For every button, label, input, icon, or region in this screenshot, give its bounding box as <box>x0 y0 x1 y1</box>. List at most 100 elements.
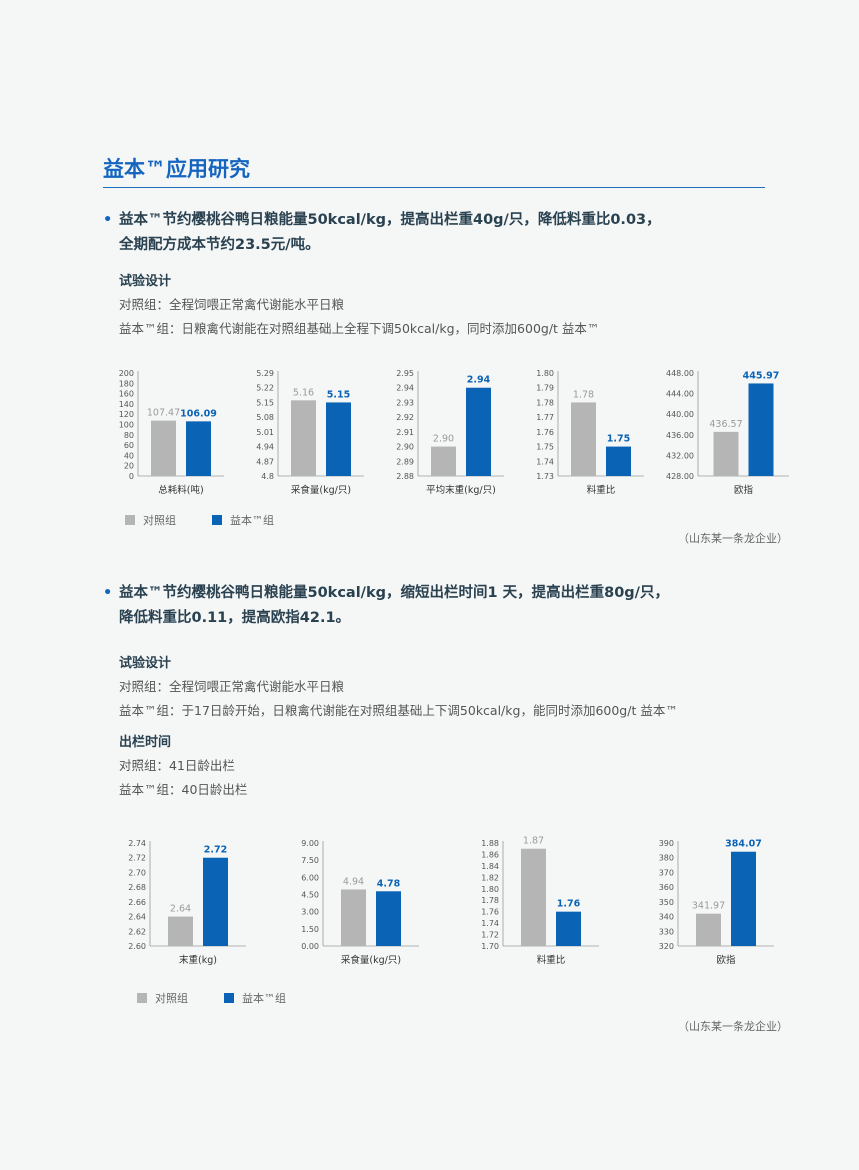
y-tick-label: 448.00 <box>666 369 694 378</box>
y-tick-label: 1.76 <box>481 908 499 917</box>
chart-epef-1: 448.00 444.00 440.00 436.00 432.00 428.00 436.… <box>666 369 789 496</box>
x-axis-label: 欧指 <box>716 954 736 966</box>
bar-control <box>291 400 316 476</box>
bar-treatment-label: 384.07 <box>725 839 762 850</box>
bar-treatment <box>203 857 228 946</box>
bullet-dot-icon: • <box>103 212 113 228</box>
bar-control-label: 2.90 <box>433 434 454 445</box>
y-tick-label: 1.84 <box>481 862 499 871</box>
y-tick-label: 20 <box>124 462 134 471</box>
y-tick-label: 380 <box>659 854 674 863</box>
y-tick-label: 80 <box>124 431 134 440</box>
y-tick-label: 1.79 <box>536 384 554 393</box>
page-title: 益本™应用研究 <box>103 157 250 181</box>
legend-control-swatch <box>125 515 135 525</box>
y-tick-label: 0 <box>129 472 134 481</box>
y-tick-label: 120 <box>119 410 134 419</box>
y-tick-label: 4.8 <box>261 472 274 481</box>
bar-treatment <box>556 911 581 946</box>
y-tick-label: 1.74 <box>536 457 554 466</box>
chart-epef-2: 390 380 370 360 350 340 330 320 341.97 384.07 欧指 <box>659 839 774 966</box>
y-tick-label: 1.50 <box>301 925 319 934</box>
bar-treatment-label: 2.94 <box>467 375 491 386</box>
y-tick-label: 330 <box>659 927 674 936</box>
section1-design-title: 试验设计 <box>119 274 172 289</box>
y-tick-label: 2.70 <box>128 868 146 877</box>
y-tick-label: 2.95 <box>396 369 414 378</box>
bar-treatment-label: 4.78 <box>377 878 401 889</box>
x-axis-label: 欧指 <box>734 484 754 496</box>
chart-fcr-1: 1.80 1.79 1.78 1.77 1.76 1.75 1.74 1.73 1.78 1.75… <box>536 369 644 496</box>
y-tick-label: 140 <box>119 400 134 409</box>
bar-treatment <box>731 851 756 946</box>
legend-treatment-swatch <box>224 993 234 1003</box>
section1-bullet-line2: 全期配方成本节约23.5元/吨。 <box>119 237 320 253</box>
legend-treatment-label: 益本™组 <box>230 514 274 527</box>
bar-treatment <box>606 446 631 476</box>
bar-treatment-label: 2.72 <box>204 845 227 856</box>
y-tick-label: 1.72 <box>481 931 499 940</box>
chart-final-weight-2: 2.74 2.72 2.70 2.68 2.66 2.64 2.62 2.60 2.64 2.72… <box>128 839 246 966</box>
section2-bullet-line1: 益本™节约樱桃谷鸭日粮能量50kcal/kg，缩短出栏时间1 天，提高出栏重80… <box>119 585 669 601</box>
y-tick-label: 390 <box>659 839 674 848</box>
y-tick-label: 2.64 <box>128 913 146 922</box>
y-tick-label: 1.76 <box>536 428 554 437</box>
chart-feed-intake-2: 9.00 7.50 6.00 4.50 3.00 1.50 0.00 4.94 4.78 采食量(… <box>301 839 419 966</box>
y-tick-label: 1.78 <box>481 896 499 905</box>
bar-control-label: 107.47 <box>147 408 180 419</box>
y-tick-label: 5.08 <box>256 413 274 422</box>
y-tick-label: 1.80 <box>481 885 499 894</box>
y-tick-label: 1.78 <box>536 398 554 407</box>
bar-treatment <box>326 402 351 476</box>
y-tick-label: 2.74 <box>128 839 146 848</box>
section1-bullet-line1: 益本™节约樱桃谷鸭日粮能量50kcal/kg，提高出栏重40g/只，降低料重比0… <box>119 212 661 228</box>
y-tick-label: 1.82 <box>481 873 499 882</box>
y-tick-label: 350 <box>659 898 674 907</box>
y-tick-label: 1.73 <box>536 472 554 481</box>
bar-control-label: 1.78 <box>573 389 594 400</box>
y-tick-label: 60 <box>124 441 134 450</box>
bar-control <box>521 848 546 946</box>
chart-final-weight-1: 2.95 2.94 2.93 2.92 2.91 2.90 2.89 2.88 2.90 2.94… <box>396 369 504 496</box>
x-axis-label: 料重比 <box>587 484 616 496</box>
bar-treatment-label: 1.76 <box>557 899 581 910</box>
section2-source: （山东某一条龙企业） <box>678 1020 788 1033</box>
legend-control-swatch <box>137 993 147 1003</box>
y-tick-label: 2.93 <box>396 398 414 407</box>
section2-slaughter-control: 对照组：41日龄出栏 <box>119 758 235 773</box>
y-tick-label: 100 <box>119 421 134 430</box>
y-tick-label: 160 <box>119 390 134 399</box>
y-tick-label: 1.75 <box>536 443 554 452</box>
chart-feed-intake-1: 5.29 5.22 5.15 5.08 5.01 4.94 4.87 4.8 5.16 5.15 采… <box>256 369 364 496</box>
y-tick-label: 2.94 <box>396 384 414 393</box>
bar-treatment-label: 1.75 <box>607 434 630 445</box>
section2-bullet: • 益本™节约樱桃谷鸭日粮能量50kcal/kg，缩短出栏时间1 天，提高出栏重… <box>103 581 669 631</box>
x-axis-label: 采食量(kg/只) <box>291 484 351 496</box>
y-tick-label: 436.00 <box>666 431 694 440</box>
y-tick-label: 180 <box>119 379 134 388</box>
y-tick-label: 2.62 <box>128 927 146 936</box>
y-tick-label: 5.22 <box>256 384 274 393</box>
y-tick-label: 2.60 <box>128 942 146 951</box>
y-tick-label: 5.29 <box>256 369 274 378</box>
y-tick-label: 370 <box>659 868 674 877</box>
bar-control <box>713 431 739 476</box>
y-tick-label: 2.68 <box>128 883 146 892</box>
section2-design-title: 试验设计 <box>119 656 172 671</box>
y-tick-label: 4.87 <box>256 457 274 466</box>
section2-bullet-line2: 降低料重比0.11，提高欧指42.1。 <box>119 610 351 626</box>
y-tick-label: 360 <box>659 883 674 892</box>
bar-control-label: 4.94 <box>343 876 364 887</box>
y-tick-label: 1.70 <box>481 942 499 951</box>
y-tick-label: 1.88 <box>481 839 499 848</box>
x-axis-label: 平均末重(kg/只) <box>426 484 496 496</box>
y-tick-label: 1.80 <box>536 369 554 378</box>
legend-control-label: 对照组 <box>143 514 176 527</box>
y-tick-label: 444.00 <box>666 390 694 399</box>
section1-bullet: • 益本™节约樱桃谷鸭日粮能量50kcal/kg，提高出栏重40g/只，降低料重… <box>103 208 661 258</box>
bar-treatment-label: 5.15 <box>327 389 350 400</box>
legend-control-label: 对照组 <box>155 992 188 1005</box>
y-tick-label: 2.89 <box>396 457 414 466</box>
chart-fcr-2: 1.88 1.86 1.84 1.82 1.80 1.78 1.76 1.74 1.72 1.70… <box>481 836 599 966</box>
